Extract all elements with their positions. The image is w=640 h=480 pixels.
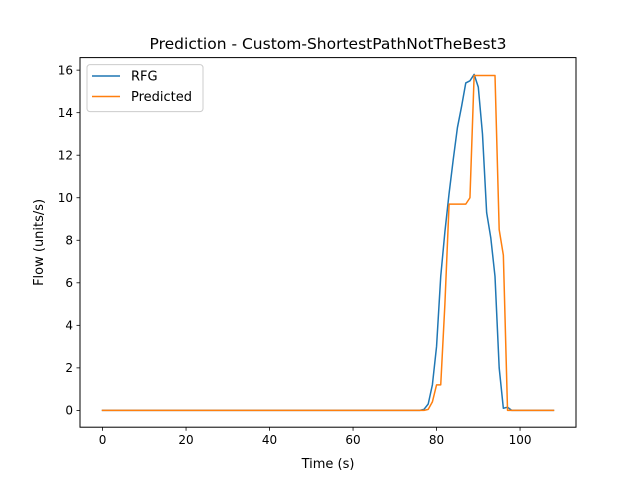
y-tick-label: 8	[65, 233, 73, 247]
x-tick-label: 100	[509, 433, 532, 447]
y-tick-label: 6	[65, 276, 73, 290]
legend-label-rfg: RFG	[131, 70, 158, 85]
x-tick-label: 80	[429, 433, 444, 447]
x-tick-label: 40	[262, 433, 277, 447]
y-tick-label: 2	[65, 361, 73, 375]
y-tick-label: 16	[58, 63, 73, 77]
y-tick-label: 4	[65, 319, 73, 333]
y-axis: 0 2 4 6 8 10 12 14 16	[58, 63, 80, 418]
legend-label-predicted: Predicted	[131, 90, 192, 105]
legend: RFG Predicted	[86, 64, 204, 113]
y-tick-label: 12	[58, 148, 73, 162]
plot-area	[101, 73, 555, 412]
series-line-predicted	[101, 74, 555, 412]
x-axis: 0 20 40 60 80 100	[99, 427, 532, 447]
axes-frame	[79, 57, 577, 428]
chart-title: Prediction - Custom-ShortestPathNotTheBe…	[150, 35, 507, 53]
x-axis-label: Time (s)	[301, 457, 355, 472]
x-tick-label: 20	[178, 433, 193, 447]
x-tick-label: 60	[345, 433, 360, 447]
y-axis-label: Flow (units/s)	[32, 199, 47, 286]
y-tick-label: 14	[58, 106, 73, 120]
y-tick-label: 10	[58, 191, 73, 205]
y-tick-label: 0	[65, 404, 73, 418]
x-tick-label: 0	[99, 433, 107, 447]
